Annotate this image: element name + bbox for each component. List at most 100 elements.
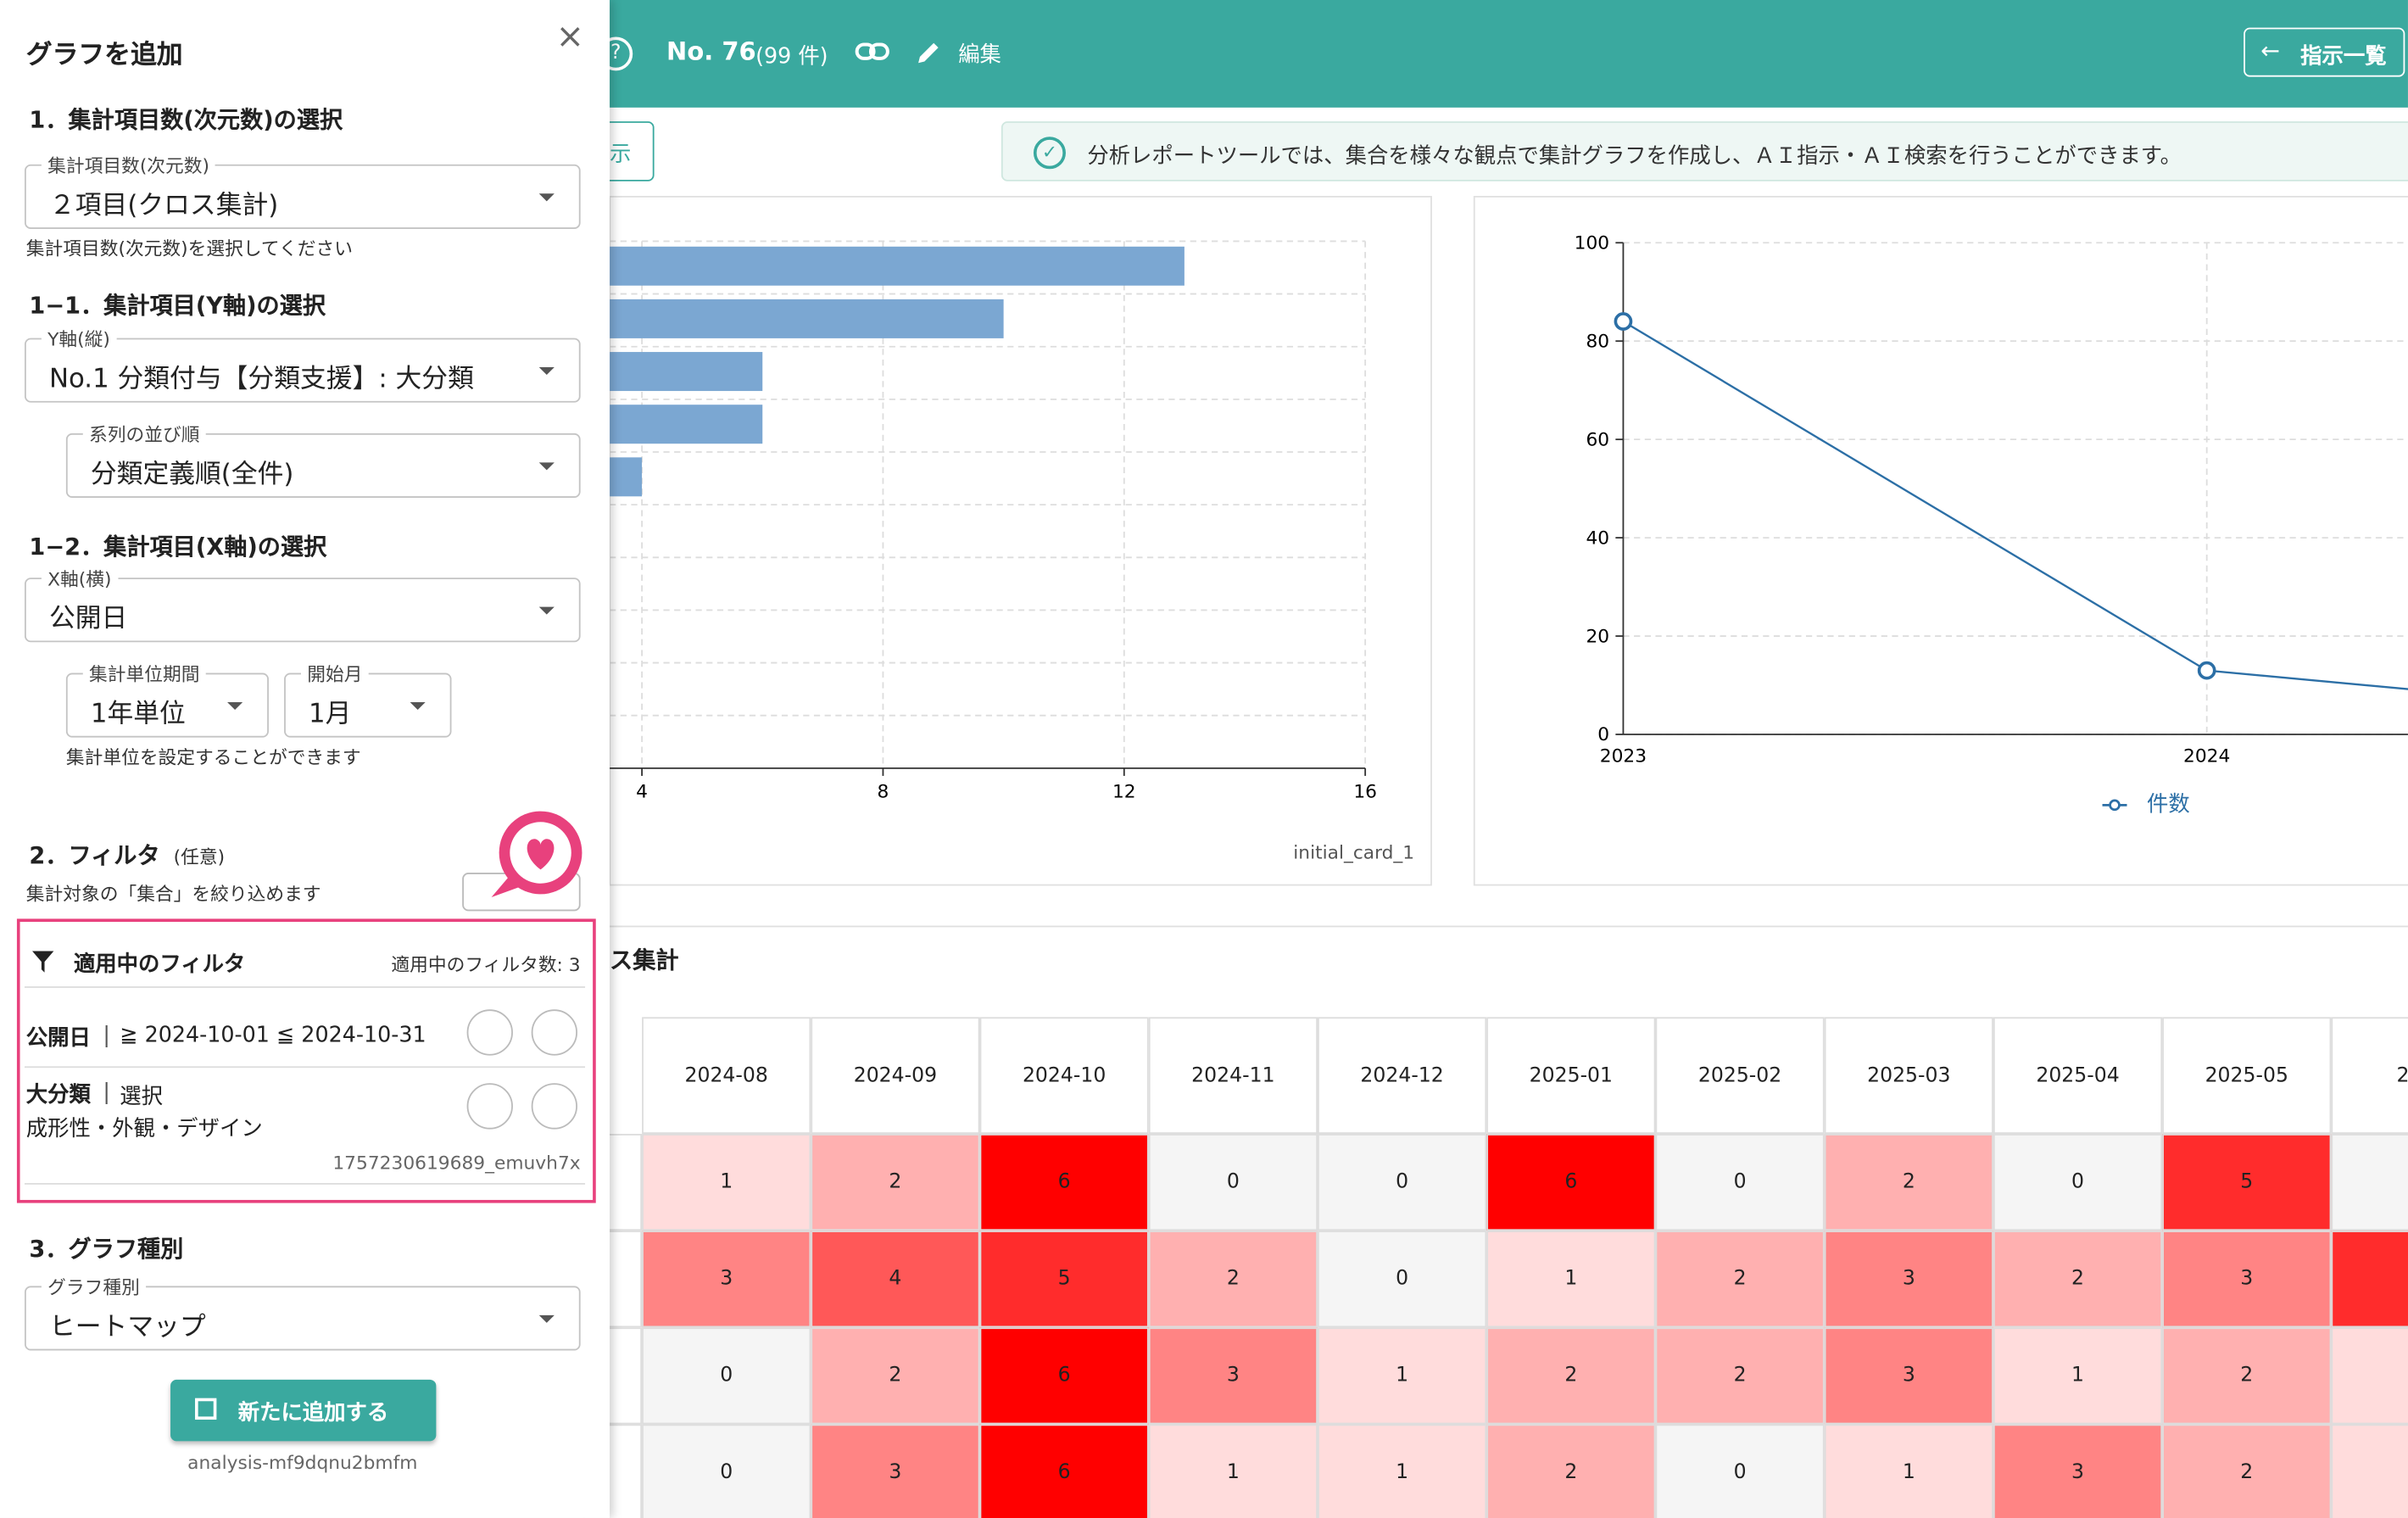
heat-cell: 2 xyxy=(2162,1424,2332,1518)
select[interactable]: Y軸(縦) No.1 分類付与【分類支援】: 大分類 xyxy=(24,326,581,403)
filter-box: 適用中のフィルタ 適用中のフィルタ数: 3 公開日 | ≧ 2024-10-01… xyxy=(16,918,596,1203)
column-header: 2024-08 xyxy=(642,1017,811,1135)
filter-value: 成形性・外観・デザイン xyxy=(25,1117,263,1142)
x-tick-label: 8 xyxy=(878,781,889,802)
card-id: initial_card_1 xyxy=(1293,843,1414,864)
heat-cell: 3 xyxy=(1824,1327,1993,1425)
field-label: グラフ種別 xyxy=(41,1273,147,1300)
heat-cell: 2 xyxy=(1824,1134,1993,1231)
section-title: 1−1．集計項目(Y軸)の選択 xyxy=(29,292,326,320)
column-header: 2025-03 xyxy=(1824,1017,1993,1135)
heat-cell: 3 xyxy=(642,1231,811,1328)
select[interactable]: 集計項目数(次元数) ２項目(クロス集計) xyxy=(24,152,581,229)
heat-cell: 3 xyxy=(2162,1231,2332,1328)
heat-cell: 2 xyxy=(811,1327,980,1425)
report-count: (99 件) xyxy=(755,44,828,70)
back-button[interactable]: ← 指示一覧 xyxy=(2244,27,2405,77)
select[interactable]: 開始月 1月 xyxy=(284,661,452,738)
field-value: 公開日 xyxy=(48,603,128,635)
report-number: No. 76 xyxy=(666,36,756,66)
heat-cell: 0 xyxy=(642,1424,811,1518)
heat-cell: 0 xyxy=(1655,1134,1825,1231)
field-label: 開始月 xyxy=(300,661,369,687)
panel-title: グラフを追加 xyxy=(25,40,183,71)
heat-cell: 0 xyxy=(642,1327,811,1425)
heat-cell: 1 xyxy=(2331,1327,2408,1425)
delete-button[interactable] xyxy=(531,1083,578,1130)
filter-title: 適用中のフィルタ xyxy=(73,952,246,978)
notice: ✓ 分析レポートツールでは、集合を様々な観点で集計グラフを作成し、ＡＩ指示・ＡＩ… xyxy=(1001,121,2408,181)
field-label: 集計単位期間 xyxy=(82,661,206,687)
field-value: ２項目(クロス集計) xyxy=(48,190,279,221)
tab-label: 示 xyxy=(610,142,632,168)
add-label: 新たに追加する xyxy=(237,1401,389,1426)
select[interactable]: 集計単位期間 1年単位 xyxy=(65,661,269,738)
link-icon[interactable] xyxy=(854,36,890,67)
heat-cell: 0 xyxy=(1148,1134,1318,1231)
filter-name: 公開日 xyxy=(25,1026,91,1052)
edit-button[interactable] xyxy=(466,1009,513,1056)
help-text: 集計項目数(次元数)を選択してください xyxy=(25,237,353,260)
y-tick-label: 80 xyxy=(1586,331,1610,352)
filter-detail: 選択 xyxy=(120,1085,163,1110)
x-tick-label: 4 xyxy=(636,781,648,802)
heat-cell: 1 xyxy=(1824,1424,1993,1518)
heart-badge xyxy=(491,811,582,898)
heat-cell: 1 xyxy=(1486,1231,1656,1328)
section-title: 2．フィルタ xyxy=(29,841,160,870)
y-tick-label: 20 xyxy=(1586,626,1610,647)
filter-count: 適用中のフィルタ数: 3 xyxy=(391,954,581,976)
heat-cell: 2 xyxy=(2162,1327,2332,1425)
column-header: 2024-10 xyxy=(979,1017,1149,1135)
column-header: 2025-04 xyxy=(1993,1017,2163,1135)
point xyxy=(1614,312,1633,331)
edit-icon[interactable] xyxy=(915,38,943,66)
filter-name: 大分類 xyxy=(25,1083,91,1108)
heat-cell: 6 xyxy=(979,1134,1149,1231)
y-tick-label: 40 xyxy=(1586,527,1610,549)
add-button[interactable]: 新たに追加する xyxy=(170,1379,437,1442)
heat-cell: 1 xyxy=(2331,1424,2408,1518)
column-header: 2024-09 xyxy=(811,1017,980,1135)
side-panel: グラフを追加 × 1．集計項目数(次元数)の選択 集計項目数(次元数) ２項目(ク… xyxy=(0,0,610,1518)
close-button[interactable]: × xyxy=(555,18,585,58)
heat-cell: 6 xyxy=(979,1424,1149,1518)
filter-icon xyxy=(32,951,54,973)
select[interactable]: グラフ種別 ヒートマップ xyxy=(24,1273,581,1351)
heat-cell: 3 xyxy=(811,1424,980,1518)
column-header: 2025-01 xyxy=(1486,1017,1656,1135)
select[interactable]: 系列の並び順 分類定義順(全件) xyxy=(65,421,581,498)
notice-text: 分析レポートツールでは、集合を様々な観点で集計グラフを作成し、ＡＩ指示・ＡＩ検索… xyxy=(1087,144,2182,170)
select[interactable]: X軸(横) 公開日 xyxy=(24,565,581,643)
column-header: 2024-11 xyxy=(1148,1017,1318,1135)
field-value: 1年単位 xyxy=(90,699,186,730)
edit-link[interactable]: 編集 xyxy=(958,42,1001,68)
delete-button[interactable] xyxy=(531,1009,578,1056)
optional-label: (任意) xyxy=(173,846,226,868)
check-icon: ✓ xyxy=(1033,137,1066,170)
help-text: 集計単位を設定することができます xyxy=(65,746,361,768)
heat-cell: 1 xyxy=(1318,1327,1487,1425)
field-value: No.1 分類付与【分類支援】: 大分類 xyxy=(48,364,474,395)
y-tick-label: 0 xyxy=(1597,724,1609,745)
field-label: 系列の並び順 xyxy=(82,421,206,448)
analysis-id: analysis-mf9dqnu2bmfm xyxy=(187,1452,418,1474)
point xyxy=(2197,661,2216,680)
heat-cell: 2 xyxy=(1655,1231,1825,1328)
heat-cell: 5 xyxy=(2162,1134,2332,1231)
heat-cell: 3 xyxy=(1993,1424,2163,1518)
heat-cell: 4 xyxy=(811,1231,980,1328)
heat-cell: 2 xyxy=(1655,1327,1825,1425)
field-label: Y軸(縦) xyxy=(41,326,117,352)
x-tick-label: 2023 xyxy=(1600,746,1647,767)
edit-button[interactable] xyxy=(466,1083,513,1130)
heat-cell: 0 xyxy=(1993,1134,2163,1231)
x-tick-label: 2024 xyxy=(2183,746,2230,767)
column-header: 202 xyxy=(2331,1017,2408,1135)
section-title: 1．集計項目数(次元数)の選択 xyxy=(29,106,343,134)
x-tick-label: 12 xyxy=(1112,781,1136,802)
y-tick-label: 100 xyxy=(1575,232,1609,254)
help-text: 集計対象の「集合」を絞り込めます xyxy=(25,883,321,906)
heat-cell: 1 xyxy=(1993,1327,2163,1425)
